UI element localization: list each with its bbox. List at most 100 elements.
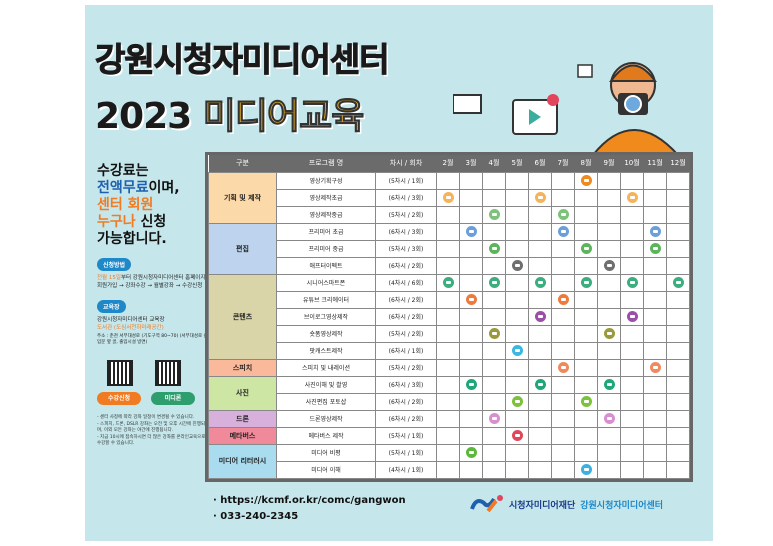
month-cell bbox=[666, 256, 690, 275]
month-cell bbox=[505, 375, 529, 394]
foundation-name: 시청자미디어재단 bbox=[509, 500, 576, 511]
month-cell bbox=[643, 290, 667, 309]
month-cell bbox=[666, 426, 690, 445]
month-cell bbox=[551, 290, 575, 309]
month-cell bbox=[666, 188, 690, 207]
month-cell bbox=[505, 290, 529, 309]
month-cell bbox=[436, 341, 460, 360]
month-cell bbox=[459, 307, 483, 326]
program-name: 영상제작초급 bbox=[276, 188, 376, 207]
camera-icon bbox=[488, 328, 500, 339]
table-row: 사진 사진이해 및 촬영 (6차시 / 3회) bbox=[208, 375, 690, 411]
month-cell bbox=[482, 205, 506, 224]
table-row: 드론 드론영상제작 (6차시 / 2회) bbox=[208, 409, 690, 428]
camera-icon bbox=[488, 209, 500, 220]
month-cell bbox=[459, 290, 483, 309]
month-cell bbox=[505, 171, 529, 190]
month-cell bbox=[574, 392, 598, 411]
venue-name: 강원시청자미디어센터 교육장 bbox=[97, 317, 165, 323]
camera-icon bbox=[557, 226, 569, 237]
program-name: 시니어스마트폰 bbox=[276, 273, 376, 292]
month-cell bbox=[459, 460, 483, 479]
note: - 센터 사정에 따라 강좌 일정이 변경될 수 있습니다. bbox=[97, 415, 195, 420]
month-cell bbox=[666, 324, 690, 343]
month-cell bbox=[459, 171, 483, 190]
camera-icon bbox=[603, 328, 615, 339]
notice-free: 전액무료 bbox=[97, 180, 149, 196]
month-cell bbox=[574, 273, 598, 292]
month-cell bbox=[551, 324, 575, 343]
program-name: 영상기획구성 bbox=[276, 171, 376, 190]
month-cell bbox=[482, 171, 506, 190]
session-count: (4차시 / 6회) bbox=[375, 273, 437, 292]
program-name: 숏폼영상제작 bbox=[276, 324, 376, 343]
month-cell bbox=[459, 443, 483, 462]
month-cell bbox=[620, 409, 644, 428]
program-name: 미디어 이해 bbox=[276, 460, 376, 479]
camera-icon bbox=[580, 277, 592, 288]
month-cell bbox=[666, 443, 690, 462]
notes: - 센터 사정에 따라 강좌 일정이 변경될 수 있습니다. - 스피치, 드론… bbox=[97, 415, 209, 448]
month-cell bbox=[643, 375, 667, 394]
month-cell bbox=[574, 171, 598, 190]
month-cell bbox=[597, 307, 621, 326]
foundation-logo-icon bbox=[470, 495, 503, 513]
month-cell bbox=[620, 239, 644, 258]
month-cell bbox=[643, 222, 667, 241]
month-cell bbox=[574, 358, 598, 377]
month-cell bbox=[597, 460, 621, 479]
footer-logo: 시청자미디어재단 강원시청자미디어센터 bbox=[470, 495, 663, 513]
table-row: 콘텐츠 시니어스마트폰 (4차시 / 6회) bbox=[208, 273, 690, 360]
camera-icon bbox=[465, 294, 477, 305]
month-cell bbox=[597, 426, 621, 445]
month-cell bbox=[551, 273, 575, 292]
month-cell bbox=[436, 188, 460, 207]
note: - 스피치, 드론, DSLR 강좌는 오전 및 오후 시간에 진행되며, 이외… bbox=[97, 421, 205, 434]
month-cell bbox=[528, 222, 552, 241]
month-cell bbox=[597, 409, 621, 428]
month-cell bbox=[666, 205, 690, 224]
camera-icon bbox=[603, 413, 615, 424]
month-cell bbox=[528, 426, 552, 445]
qr-code-media[interactable] bbox=[155, 360, 181, 386]
month-cell bbox=[482, 426, 506, 445]
website-link[interactable]: · https://kcmf.or.kr/comc/gangwon bbox=[213, 495, 406, 506]
month-cell bbox=[643, 341, 667, 360]
month-cell bbox=[436, 392, 460, 411]
table-row: 사진편집 포토샵 (6차시 / 2회) bbox=[209, 392, 690, 411]
month-cell bbox=[551, 205, 575, 224]
month-cell bbox=[436, 358, 460, 377]
month-cell bbox=[482, 375, 506, 394]
qr-code-apply[interactable] bbox=[107, 360, 133, 386]
notice-line: 가능합니다. bbox=[97, 231, 167, 247]
month-cell bbox=[597, 290, 621, 309]
month-cell bbox=[551, 460, 575, 479]
table-row: 메타버스 메타버스 제작 (5차시 / 1회) bbox=[208, 426, 690, 445]
month-cell bbox=[666, 222, 690, 241]
session-count: (6차시 / 3회) bbox=[375, 188, 437, 207]
media-button[interactable]: 미디론 bbox=[151, 392, 195, 405]
center-name: 강원시청자미디어센터 bbox=[580, 500, 664, 511]
month-cell bbox=[505, 307, 529, 326]
camera-icon bbox=[557, 294, 569, 305]
notice-line: 센터 회원 bbox=[97, 197, 154, 213]
column-header: 3월 bbox=[459, 155, 483, 172]
program-name: 애프터이펙트 bbox=[276, 256, 376, 275]
table-row: 미디어 리터러시 미디어 비평 (5차시 / 1회) bbox=[208, 443, 690, 479]
session-count: (6차시 / 2회) bbox=[375, 290, 437, 309]
month-cell bbox=[482, 443, 506, 462]
month-cell bbox=[643, 188, 667, 207]
month-cell bbox=[620, 205, 644, 224]
month-cell bbox=[620, 341, 644, 360]
month-cell bbox=[551, 171, 575, 190]
month-cell bbox=[597, 443, 621, 462]
month-cell bbox=[574, 375, 598, 394]
month-cell bbox=[551, 358, 575, 377]
camera-icon bbox=[442, 192, 454, 203]
table-row: 프리미어 중급 (5차시 / 3회) bbox=[209, 239, 690, 258]
month-cell bbox=[666, 341, 690, 360]
schedule-table: 구분 프로그램 명 차시 / 회차 2월 3월 4월 5월 6월 7월 8월 9월 10월 11월 12월… bbox=[205, 152, 693, 482]
month-cell bbox=[436, 171, 460, 190]
camera-icon bbox=[580, 396, 592, 407]
apply-button[interactable]: 수강신청 bbox=[97, 392, 141, 405]
